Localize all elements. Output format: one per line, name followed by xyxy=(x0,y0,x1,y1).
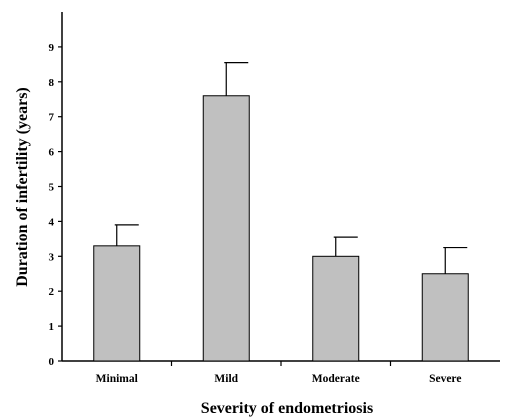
y-axis: 0 1 2 3 4 5 6 7 8 9 xyxy=(49,12,63,368)
y-tick-label: 7 xyxy=(49,112,55,124)
bar-mild xyxy=(202,95,250,362)
x-tick-label: Minimal xyxy=(96,373,138,385)
x-axis: Minimal Mild Moderate Severe xyxy=(62,360,500,385)
y-tick-label: 8 xyxy=(49,77,55,89)
y-tick-label: 2 xyxy=(49,286,55,298)
bar-moderate xyxy=(312,255,360,362)
error-bars xyxy=(114,62,468,274)
y-tick-label: 0 xyxy=(49,356,55,368)
x-axis-title: Severity of endometriosis xyxy=(201,400,373,417)
x-tick-label: Moderate xyxy=(312,373,360,385)
x-tick-label: Mild xyxy=(214,373,238,385)
x-tick-label: Severe xyxy=(429,373,461,385)
y-tick-label: 5 xyxy=(49,182,55,194)
y-tick-label: 4 xyxy=(49,216,55,228)
bars xyxy=(93,95,469,362)
y-tick-label: 9 xyxy=(49,42,55,54)
bar-minimal xyxy=(93,245,141,362)
y-tick-label: 6 xyxy=(49,147,55,159)
y-tick-label: 1 xyxy=(49,321,55,333)
bar-severe xyxy=(421,273,469,362)
y-tick-label: 3 xyxy=(49,251,55,263)
y-axis-title: Duration of infertility (years) xyxy=(14,87,31,287)
